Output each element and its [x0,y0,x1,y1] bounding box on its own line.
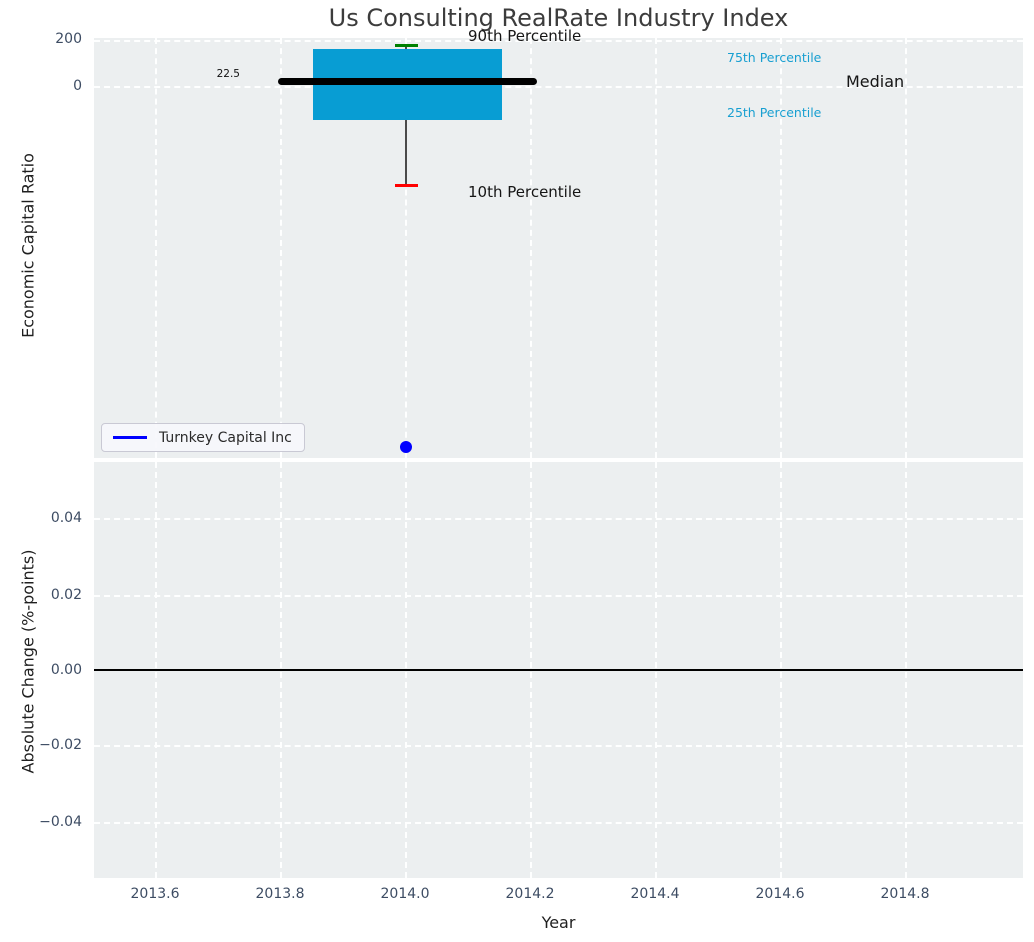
zero-reference-line [94,669,1023,671]
ytick-200: 200 [55,31,82,47]
gridline [94,86,1023,88]
ytick-0: 0 [73,78,82,94]
gridline [94,745,1023,747]
p75-label: 75th Percentile [727,50,822,65]
bottom-y-axis-label: Absolute Change (%-points) [18,549,38,774]
legend-line-icon [113,436,147,439]
gridline [905,38,907,458]
gridline [94,518,1023,520]
xtick-2014.8: 2014.8 [880,886,930,902]
gridline [94,40,1023,42]
xtick-2014.0: 2014.0 [380,886,430,902]
company-data-point [400,441,412,453]
gridline [94,822,1023,824]
bottom-plot-area [94,462,1023,878]
gridline [155,38,157,458]
legend: Turnkey Capital Inc [101,423,305,452]
xtick-2014.6: 2014.6 [755,886,805,902]
p90-label: 90th Percentile [468,27,582,45]
p10-label: 10th Percentile [468,183,582,201]
p25-label: 25th Percentile [727,105,822,120]
p10-cap [395,184,418,187]
gridline [780,38,782,458]
xtick-2013.8: 2013.8 [255,886,305,902]
ytick-0.02: 0.02 [50,587,82,603]
chart-title: Us Consulting RealRate Industry Index [328,4,789,32]
gridline [280,38,282,458]
x-axis-label: Year [541,913,576,932]
legend-label: Turnkey Capital Inc [159,429,292,446]
median-label: Median [846,72,905,91]
gridline [655,38,657,458]
gridline [530,38,532,458]
median-value-label: 22.5 [216,68,240,80]
ytick-0.00: 0.00 [50,662,82,678]
top-plot-area [94,38,1023,458]
xtick-2013.6: 2013.6 [130,886,180,902]
gridline [405,38,407,458]
ytick-neg0.04: −0.04 [39,814,82,830]
gridline [94,595,1023,597]
xtick-2014.2: 2014.2 [505,886,555,902]
median-line [278,78,537,85]
top-y-axis-label: Economic Capital Ratio [18,153,38,338]
ytick-0.04: 0.04 [50,510,82,526]
xtick-2014.4: 2014.4 [630,886,680,902]
ytick-neg0.02: −0.02 [39,737,82,753]
p90-cap [395,44,418,47]
